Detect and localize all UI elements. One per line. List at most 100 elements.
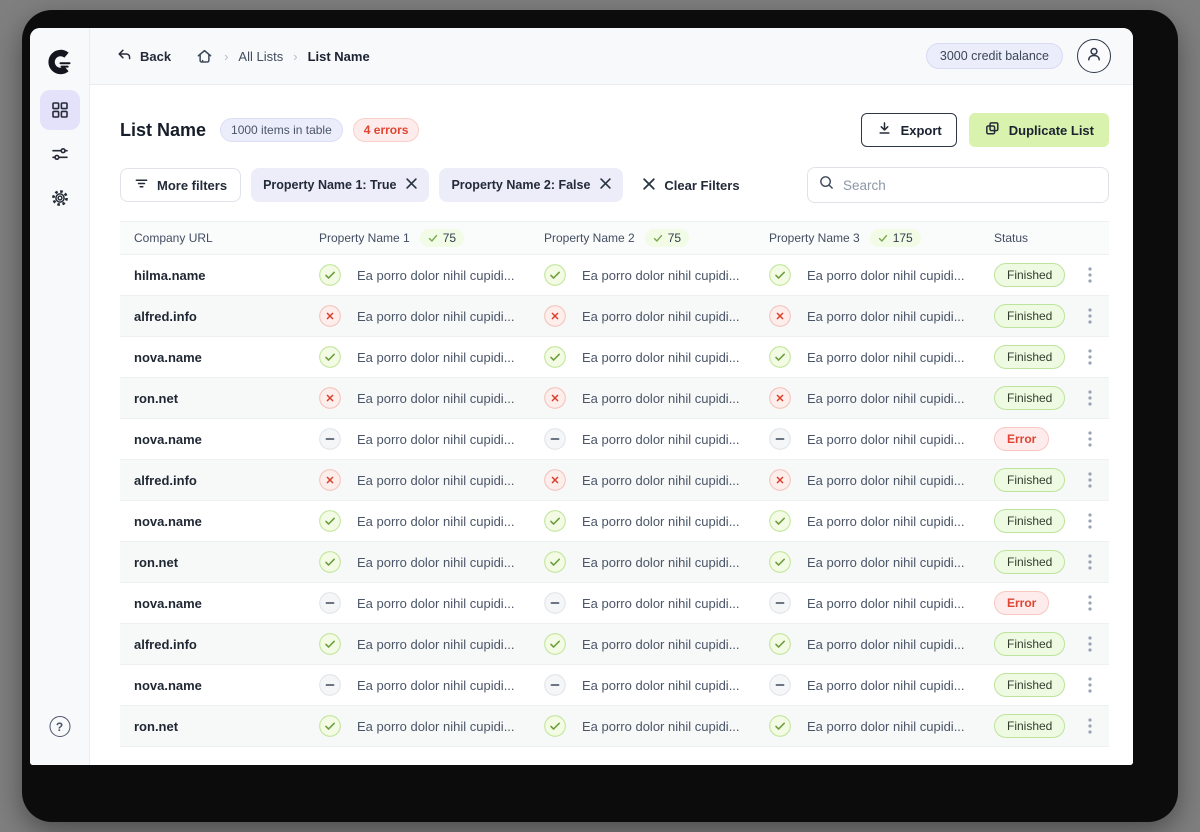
row-menu-button[interactable] (1082, 304, 1098, 328)
status-cell: Finished (994, 673, 1082, 697)
table-row[interactable]: nova.name Ea porro dolor nihil cupidi...… (120, 665, 1109, 706)
clear-filters-button[interactable]: Clear Filters (643, 178, 740, 193)
check-circle-icon (769, 715, 791, 737)
property-value-text: Ea porro dolor nihil cupidi... (582, 308, 740, 324)
sidebar-item-settings[interactable] (40, 178, 80, 218)
company-url-cell: hilma.name (134, 267, 206, 283)
browser-window-frame: ? Back (22, 10, 1178, 822)
remove-filter-icon[interactable] (600, 178, 612, 192)
property-value-text: Ea porro dolor nihil cupidi... (357, 513, 515, 529)
table-row[interactable]: hilma.name Ea porro dolor nihil cupidi..… (120, 255, 1109, 296)
property-cell: Ea porro dolor nihil cupidi... (319, 551, 544, 573)
column-header-property-3[interactable]: Property Name 3 175 (769, 229, 994, 247)
cross-circle-icon (769, 305, 791, 327)
company-url-cell: nova.name (134, 431, 202, 447)
table-row[interactable]: ron.net Ea porro dolor nihil cupidi... E… (120, 542, 1109, 583)
property-cell: Ea porro dolor nihil cupidi... (544, 469, 769, 491)
check-circle-icon (319, 264, 341, 286)
property-value-text: Ea porro dolor nihil cupidi... (357, 677, 515, 693)
table-row[interactable]: ron.net Ea porro dolor nihil cupidi... E… (120, 706, 1109, 747)
filter-chip-property-1[interactable]: Property Name 1: True (251, 168, 430, 202)
breadcrumb-current: List Name (307, 48, 370, 64)
property-value-text: Ea porro dolor nihil cupidi... (357, 390, 515, 406)
property-cell: Ea porro dolor nihil cupidi... (319, 674, 544, 696)
grid-icon (50, 100, 70, 120)
column-header-status[interactable]: Status (994, 231, 1029, 245)
row-menu-button[interactable] (1082, 427, 1098, 451)
row-menu-button[interactable] (1082, 263, 1098, 287)
table-row[interactable]: nova.name Ea porro dolor nihil cupidi...… (120, 501, 1109, 542)
row-menu-button[interactable] (1082, 673, 1098, 697)
help-button[interactable]: ? (49, 716, 70, 737)
kebab-menu-icon (1088, 472, 1092, 488)
status-cell: Finished (994, 632, 1082, 656)
status-cell: Finished (994, 263, 1082, 287)
check-circle-icon (319, 346, 341, 368)
property-value-text: Ea porro dolor nihil cupidi... (357, 349, 515, 365)
property-value-text: Ea porro dolor nihil cupidi... (582, 431, 740, 447)
property-value-text: Ea porro dolor nihil cupidi... (582, 390, 740, 406)
row-menu-button[interactable] (1082, 591, 1098, 615)
dash-circle-icon (319, 674, 341, 696)
property-cell: Ea porro dolor nihil cupidi... (319, 510, 544, 532)
sidebar-item-filters[interactable] (40, 134, 80, 174)
sidebar: ? (30, 28, 90, 765)
errors-badge: 4 errors (352, 118, 420, 142)
duplicate-list-button[interactable]: Duplicate List (968, 113, 1109, 147)
property-cell: Ea porro dolor nihil cupidi... (319, 715, 544, 737)
back-button[interactable]: Back (116, 46, 171, 66)
property-cell: Ea porro dolor nihil cupidi... (769, 674, 994, 696)
column-header-property-1[interactable]: Property Name 1 75 (319, 229, 544, 247)
table-row[interactable]: nova.name Ea porro dolor nihil cupidi...… (120, 337, 1109, 378)
kebab-menu-icon (1088, 513, 1092, 529)
property-value-text: Ea porro dolor nihil cupidi... (807, 431, 965, 447)
status-badge: Finished (994, 468, 1066, 492)
person-icon (1084, 44, 1104, 69)
row-menu-button[interactable] (1082, 345, 1098, 369)
kebab-menu-icon (1088, 308, 1092, 324)
dash-circle-icon (319, 592, 341, 614)
dash-circle-icon (319, 428, 341, 450)
table-row[interactable]: alfred.info Ea porro dolor nihil cupidi.… (120, 624, 1109, 665)
sidebar-item-lists[interactable] (39, 90, 80, 130)
breadcrumb-all-lists[interactable]: All Lists (238, 48, 284, 64)
property-value-text: Ea porro dolor nihil cupidi... (357, 554, 515, 570)
check-circle-icon (544, 633, 566, 655)
export-button[interactable]: Export (860, 113, 957, 147)
row-menu-button[interactable] (1082, 386, 1098, 410)
property-value-text: Ea porro dolor nihil cupidi... (807, 718, 965, 734)
row-menu-button[interactable] (1082, 550, 1098, 574)
remove-filter-icon[interactable] (406, 178, 418, 192)
table-row[interactable]: alfred.info Ea porro dolor nihil cupidi.… (120, 460, 1109, 501)
row-menu-button[interactable] (1082, 632, 1098, 656)
search-input[interactable] (843, 177, 1098, 193)
property-cell: Ea porro dolor nihil cupidi... (544, 715, 769, 737)
check-circle-icon (769, 346, 791, 368)
table-row[interactable]: nova.name Ea porro dolor nihil cupidi...… (120, 419, 1109, 460)
row-menu-button[interactable] (1082, 714, 1098, 738)
column-header-company-url[interactable]: Company URL (134, 231, 213, 245)
credit-balance-badge: 3000 credit balance (925, 43, 1063, 69)
property-cell: Ea porro dolor nihil cupidi... (769, 633, 994, 655)
kebab-menu-icon (1088, 349, 1092, 365)
row-menu-button[interactable] (1082, 509, 1098, 533)
filter-chip-property-2[interactable]: Property Name 2: False (439, 168, 624, 202)
company-url-cell: nova.name (134, 349, 202, 365)
table-row[interactable]: ron.net Ea porro dolor nihil cupidi... E… (120, 378, 1109, 419)
row-menu-button[interactable] (1082, 468, 1098, 492)
status-cell: Finished (994, 509, 1082, 533)
check-circle-icon (544, 510, 566, 532)
property-value-text: Ea porro dolor nihil cupidi... (807, 677, 965, 693)
user-avatar[interactable] (1077, 39, 1111, 73)
more-filters-button[interactable]: More filters (120, 168, 242, 202)
download-icon (876, 120, 893, 140)
status-badge: Finished (994, 673, 1066, 697)
property-cell: Ea porro dolor nihil cupidi... (544, 346, 769, 368)
check-circle-icon (544, 715, 566, 737)
column-header-property-2[interactable]: Property Name 2 75 (544, 229, 769, 247)
table-row[interactable]: alfred.info Ea porro dolor nihil cupidi.… (120, 296, 1109, 337)
status-cell: Finished (994, 304, 1082, 328)
table-row[interactable]: nova.name Ea porro dolor nihil cupidi...… (120, 583, 1109, 624)
home-breadcrumb-icon[interactable] (195, 47, 214, 66)
property-value-text: Ea porro dolor nihil cupidi... (807, 349, 965, 365)
